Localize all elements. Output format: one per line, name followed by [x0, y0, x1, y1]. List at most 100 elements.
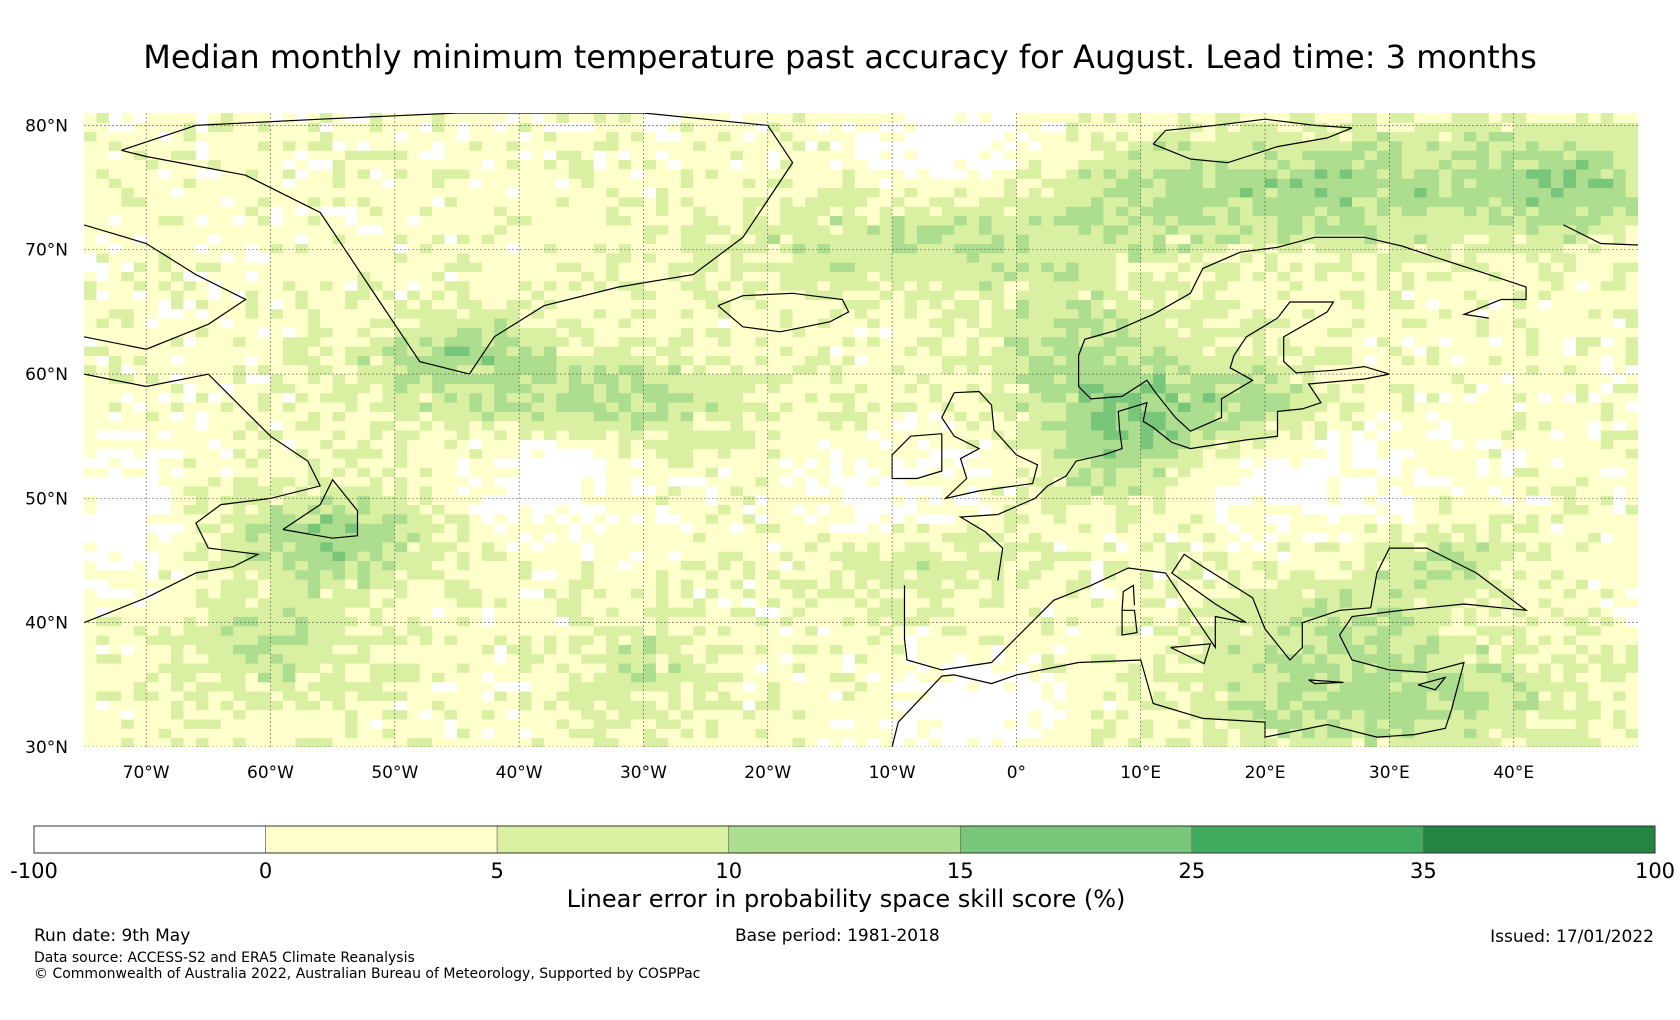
- grid-cell: [494, 579, 508, 589]
- grid-cell: [792, 411, 806, 422]
- grid-cell: [631, 383, 644, 394]
- grid-cell: [444, 719, 458, 729]
- grid-cell: [829, 402, 843, 412]
- grid-cell: [456, 644, 470, 655]
- grid-cell: [1327, 383, 1341, 394]
- grid-cell: [506, 374, 520, 384]
- grid-cell: [668, 485, 682, 496]
- grid-cell: [767, 485, 781, 496]
- grid-cell: [1538, 625, 1552, 636]
- grid-cell: [643, 569, 657, 580]
- grid-cell: [1426, 597, 1440, 608]
- grid-cell: [146, 560, 160, 571]
- grid-cell: [531, 607, 545, 617]
- grid-cell: [506, 737, 520, 747]
- grid-cell: [693, 644, 707, 655]
- grid-cell: [1016, 504, 1030, 515]
- grid-cell: [96, 495, 110, 506]
- grid-cell: [680, 504, 694, 515]
- grid-cell: [307, 476, 321, 487]
- grid-cell: [270, 476, 284, 487]
- grid-cell: [1053, 719, 1067, 729]
- grid-cell: [755, 485, 769, 496]
- grid-cell: [1140, 560, 1154, 571]
- grid-cell: [307, 402, 321, 412]
- grid-cell: [1414, 383, 1428, 394]
- grid-cell: [357, 719, 371, 729]
- grid-cell: [382, 607, 396, 617]
- grid-cell: [369, 653, 383, 664]
- grid-cell: [469, 457, 483, 468]
- grid-cell: [195, 700, 209, 711]
- grid-cell: [345, 485, 359, 496]
- grid-cell: [680, 457, 694, 468]
- grid-cell: [419, 588, 433, 599]
- grid-cell: [494, 607, 508, 617]
- grid-cell: [1563, 672, 1577, 683]
- grid-cell: [357, 653, 371, 664]
- grid-cell: [1016, 569, 1030, 580]
- grid-cell: [469, 709, 483, 720]
- grid-cell: [1314, 392, 1328, 403]
- grid-cell: [456, 513, 470, 524]
- grid-cell: [1153, 383, 1167, 394]
- grid-cell: [258, 607, 271, 617]
- grid-cell: [1625, 523, 1638, 534]
- grid-cell: [1526, 420, 1540, 431]
- grid-cell: [1277, 625, 1291, 636]
- grid-cell: [655, 467, 669, 478]
- grid-cell: [282, 635, 296, 645]
- grid-cell: [1327, 476, 1341, 487]
- grid-cell: [668, 653, 682, 664]
- grid-cell: [842, 644, 856, 655]
- grid-cell: [817, 485, 831, 496]
- grid-cell: [1053, 653, 1067, 664]
- grid-cell: [991, 597, 1005, 608]
- grid-cell: [606, 625, 620, 636]
- grid-cell: [1513, 448, 1527, 459]
- grid-cell: [96, 737, 110, 747]
- grid-cell: [755, 504, 769, 515]
- grid-cell: [469, 681, 483, 692]
- grid-cell: [1550, 467, 1564, 478]
- grid-cell: [1401, 681, 1415, 692]
- grid-cell: [469, 374, 483, 384]
- grid-cell: [146, 737, 160, 747]
- grid-cell: [121, 728, 135, 739]
- grid-cell: [1240, 532, 1254, 543]
- grid-cell: [1389, 635, 1403, 645]
- grid-cell: [1115, 420, 1129, 431]
- grid-cell: [792, 383, 806, 394]
- grid-cell: [1053, 402, 1067, 412]
- grid-cell: [755, 607, 769, 617]
- grid-cell: [220, 672, 234, 683]
- grid-cell: [954, 457, 968, 468]
- grid-cell: [581, 625, 595, 636]
- grid-cell: [146, 495, 160, 506]
- grid-cell: [1550, 597, 1564, 608]
- grid-cell: [494, 551, 508, 562]
- grid-cell: [419, 616, 433, 627]
- grid-cell: [494, 737, 508, 747]
- grid-cell: [307, 485, 321, 496]
- grid-cell: [469, 635, 483, 645]
- grid-cell: [1414, 625, 1428, 636]
- grid-cell: [382, 420, 396, 431]
- grid-cell: [307, 644, 321, 655]
- grid-cell: [307, 709, 321, 720]
- grid-cell: [456, 532, 470, 543]
- grid-cell: [792, 663, 806, 673]
- grid-cell: [1600, 411, 1614, 422]
- grid-cell: [1140, 653, 1154, 664]
- grid-cell: [742, 672, 756, 683]
- grid-cell: [270, 495, 284, 506]
- grid-cell: [208, 635, 222, 645]
- grid-cell: [1165, 420, 1179, 431]
- grid-cell: [1588, 607, 1602, 617]
- grid-cell: [456, 681, 470, 692]
- grid-cell: [1352, 691, 1365, 701]
- grid-cell: [1103, 420, 1117, 431]
- grid-cell: [1115, 495, 1129, 506]
- grid-cell: [382, 691, 396, 701]
- grid-cell: [456, 495, 470, 506]
